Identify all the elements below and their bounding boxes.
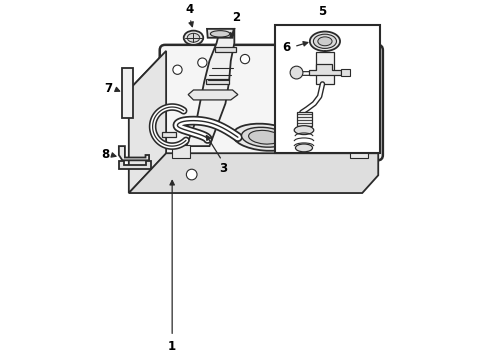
Circle shape bbox=[198, 58, 207, 67]
Polygon shape bbox=[296, 112, 312, 126]
Polygon shape bbox=[129, 153, 376, 192]
Polygon shape bbox=[167, 50, 376, 153]
Ellipse shape bbox=[242, 127, 288, 147]
Ellipse shape bbox=[184, 31, 203, 45]
Text: 3: 3 bbox=[220, 162, 228, 175]
Circle shape bbox=[340, 54, 349, 64]
Bar bbox=[275, 25, 380, 153]
Ellipse shape bbox=[187, 33, 200, 42]
Polygon shape bbox=[309, 64, 341, 75]
Polygon shape bbox=[119, 161, 151, 169]
Ellipse shape bbox=[314, 34, 337, 48]
Ellipse shape bbox=[210, 31, 230, 37]
Bar bbox=[316, 52, 334, 84]
Polygon shape bbox=[207, 29, 234, 38]
Ellipse shape bbox=[233, 124, 296, 151]
Ellipse shape bbox=[310, 32, 340, 51]
Polygon shape bbox=[122, 68, 133, 118]
Ellipse shape bbox=[318, 37, 332, 46]
Polygon shape bbox=[129, 153, 378, 193]
Polygon shape bbox=[215, 47, 236, 52]
Bar bbox=[172, 145, 190, 158]
Polygon shape bbox=[188, 90, 238, 100]
Text: 4: 4 bbox=[186, 4, 194, 17]
Text: 5: 5 bbox=[318, 5, 326, 18]
Ellipse shape bbox=[294, 126, 314, 135]
Circle shape bbox=[186, 169, 197, 180]
Polygon shape bbox=[186, 29, 234, 146]
Bar bbox=[341, 69, 350, 76]
Circle shape bbox=[290, 66, 303, 79]
Circle shape bbox=[173, 65, 182, 75]
Text: 7: 7 bbox=[105, 82, 113, 95]
Polygon shape bbox=[129, 51, 166, 193]
FancyBboxPatch shape bbox=[160, 45, 383, 160]
Text: 1: 1 bbox=[168, 340, 176, 353]
Text: 8: 8 bbox=[101, 148, 109, 161]
Ellipse shape bbox=[248, 130, 280, 144]
Polygon shape bbox=[162, 132, 176, 137]
Text: 6: 6 bbox=[282, 41, 291, 54]
Circle shape bbox=[241, 54, 249, 64]
Polygon shape bbox=[206, 79, 229, 84]
Ellipse shape bbox=[295, 144, 313, 152]
Polygon shape bbox=[119, 146, 149, 160]
Text: 2: 2 bbox=[232, 10, 240, 23]
Polygon shape bbox=[129, 50, 167, 192]
Bar bbox=[350, 145, 368, 158]
